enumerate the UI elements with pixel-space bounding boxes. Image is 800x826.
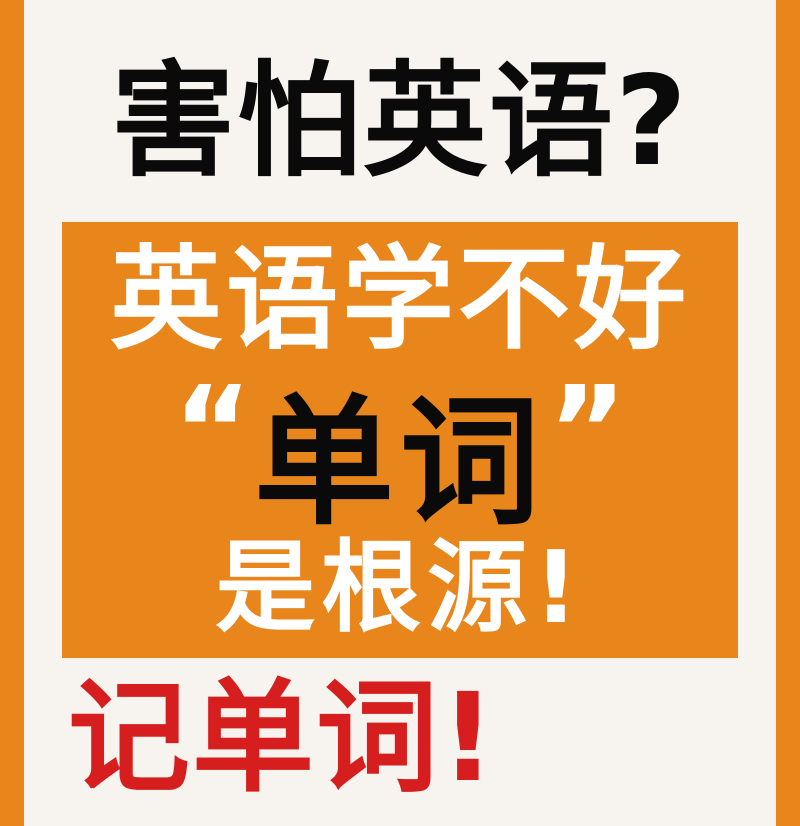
open-quote: “ [173, 362, 252, 501]
orange-panel: 英语学不好 “ 单词 ” 是根源! [62, 222, 738, 658]
close-quote: ” [548, 362, 627, 501]
panel-line-3: 是根源! [215, 529, 585, 646]
footer-text: 记单词! [68, 667, 498, 809]
headline: 害怕英语? [111, 50, 689, 194]
poster-background: 害怕英语? 英语学不好 “ 单词 ” 是根源! 记单词! [24, 0, 776, 826]
panel-line-2: “ 单词 ” [62, 372, 738, 545]
panel-line-1: 英语学不好 [110, 235, 690, 365]
keyword-text: 单词 [253, 382, 546, 545]
